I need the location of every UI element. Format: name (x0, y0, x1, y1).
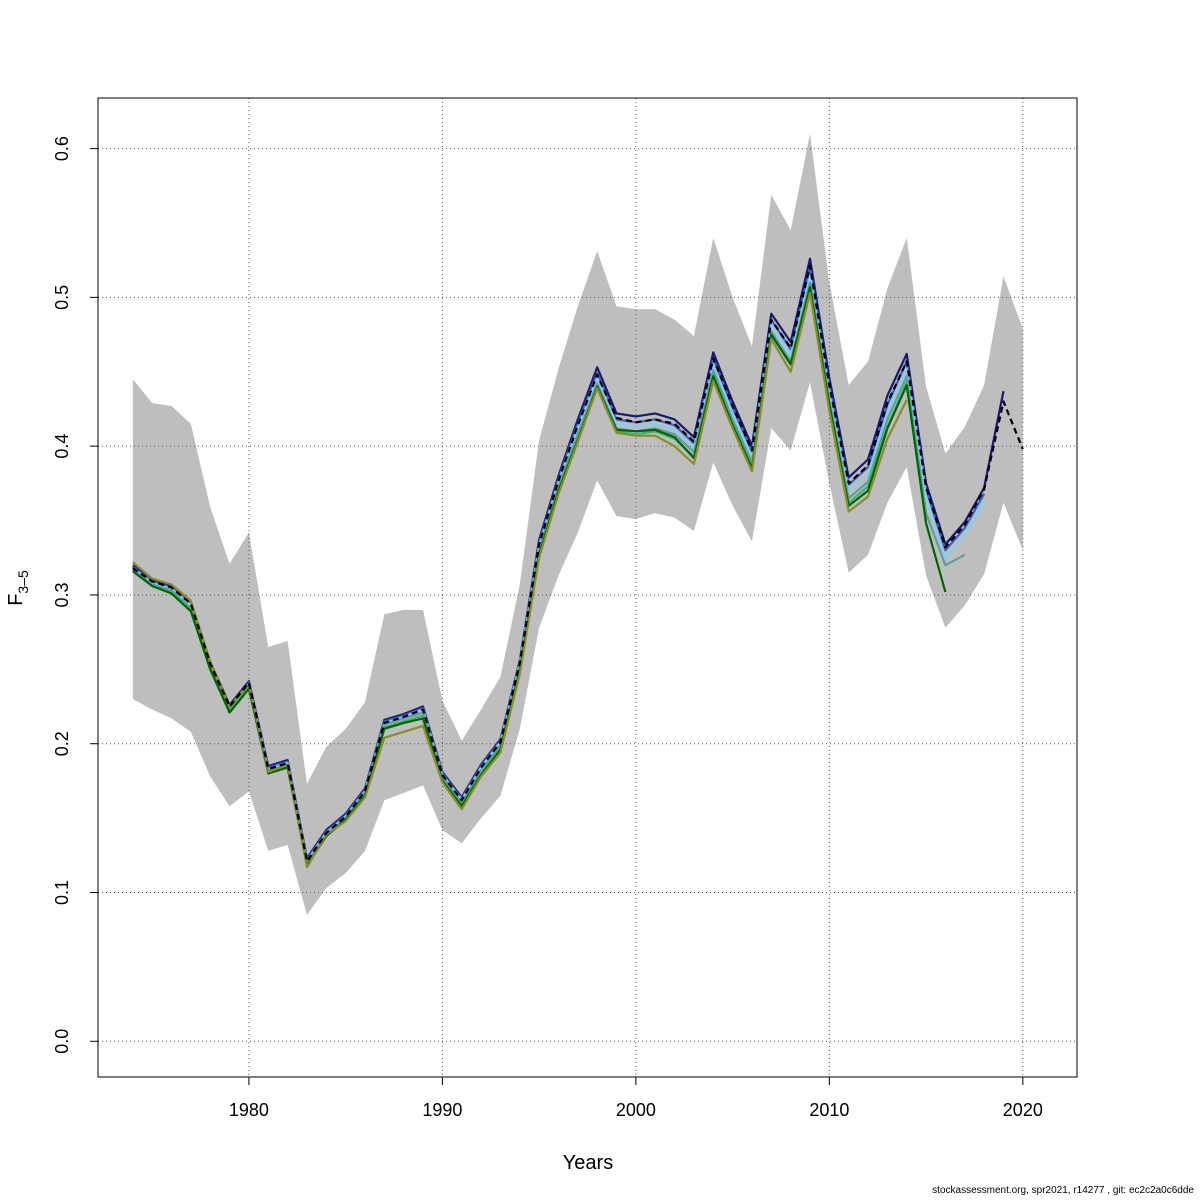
x-tick-label: 1980 (229, 1100, 269, 1120)
axis-layer: 1980 1990 2000 2010 2020 0.0 0.1 0.2 0.3 0.4 0.5 0.… (52, 136, 1043, 1120)
y-tick-label: 0.3 (52, 582, 72, 607)
y-tick-label: 0.6 (52, 136, 72, 161)
plot-frame (97, 97, 1078, 1078)
series-layer (132, 257, 1024, 869)
y-axis-label-main: F (5, 594, 27, 606)
confidence-band-layer (132, 133, 1023, 915)
confidence-band (132, 133, 1023, 915)
x-axis-label: Years (563, 1152, 613, 1174)
y-tick-label: 0.1 (52, 880, 72, 905)
y-tick-label: 0.0 (52, 1029, 72, 1054)
series-line-8 (132, 265, 1024, 863)
x-tick-label: 2010 (809, 1100, 849, 1120)
y-axis-label-sub: 3–5 (15, 570, 31, 594)
x-tick-label: 2000 (616, 1100, 656, 1120)
x-tick-label: 1990 (422, 1100, 462, 1120)
y-tick-label: 0.2 (52, 731, 72, 756)
y-tick-label: 0.5 (52, 285, 72, 310)
y-tick-label: 0.4 (52, 434, 72, 459)
x-tick-label: 2020 (1003, 1100, 1043, 1120)
footer-credit: stockassessment.org, spr2021, r14277 , g… (932, 1185, 1194, 1196)
y-axis-label: F3–5 (5, 570, 31, 606)
series-line-1 (132, 257, 1005, 860)
